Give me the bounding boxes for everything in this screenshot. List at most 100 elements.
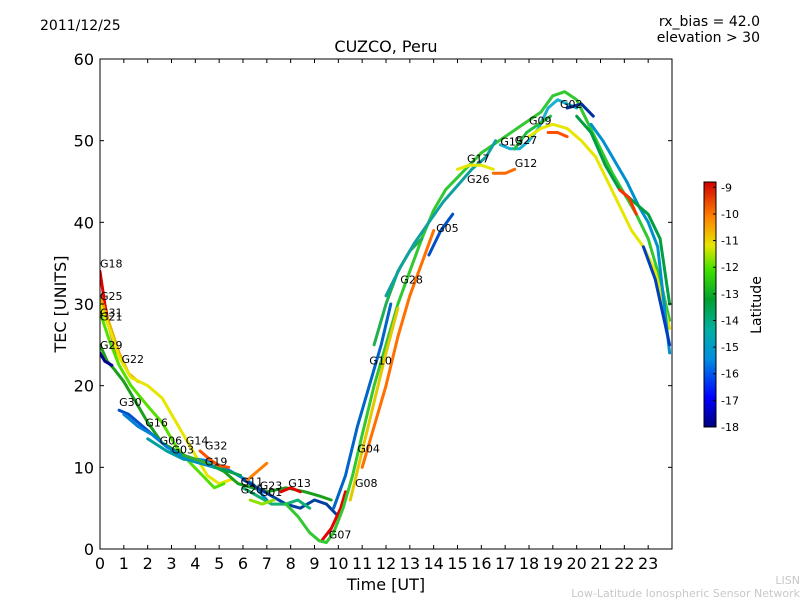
colorbar-tick-label: -15 <box>721 341 739 354</box>
x-tick-label: 1 <box>119 554 129 573</box>
colorbar-ticks: -9 -10 -11 -12 -13 -14 -15 -16 -17 -18 <box>713 181 739 434</box>
y-tick-label: 0 <box>84 540 94 559</box>
y-tick-label: 50 <box>74 132 94 151</box>
footer: LISN Low-Latitude Ionospheric Sensor Net… <box>571 574 800 600</box>
colorbar-tick-label: -12 <box>721 261 739 274</box>
y-tick-label: 20 <box>74 377 94 396</box>
series-line-g18e <box>618 188 638 216</box>
series-line-g11 <box>241 478 340 518</box>
rx-bias-label: rx_bias = 42.0 <box>658 14 760 30</box>
x-tick-label: 17 <box>495 554 515 573</box>
sat-label-g12: G12 <box>515 157 538 170</box>
colorbar-tick-label: -10 <box>721 208 739 221</box>
colorbar-tick-label: -17 <box>721 394 739 407</box>
y-tick-label: 30 <box>74 295 94 314</box>
series-line-g27 <box>513 114 552 151</box>
sat-label-g25: G25 <box>100 290 123 303</box>
series-line-g31 <box>100 302 233 486</box>
x-tick-label: 8 <box>286 554 296 573</box>
series-layer <box>100 90 672 544</box>
x-tick-label: 11 <box>352 554 372 573</box>
x-tick-label: 6 <box>238 554 248 573</box>
sat-label-g01: G01 <box>260 486 283 499</box>
series-line-g02b <box>589 122 672 355</box>
x-tick-label: 15 <box>447 554 467 573</box>
series-line-g19 <box>212 465 243 477</box>
series-line-g22 <box>100 351 114 367</box>
x-tick-label: 18 <box>519 554 539 573</box>
x-axis-label: Time [UT] <box>346 575 425 594</box>
series-line-g05b <box>427 212 455 257</box>
footer-org-long: Low-Latitude Ionospheric Sensor Network <box>571 587 800 600</box>
x-tick-label: 22 <box>614 554 634 573</box>
footer-org-short: LISN <box>775 574 800 587</box>
sat-label-g19: G19 <box>205 456 228 469</box>
colorbar: -9 -10 -11 -12 -13 -14 -15 -16 -17 -18 Latitude <box>703 181 765 434</box>
series-line-g06e <box>641 245 672 347</box>
series-line-g13 <box>279 486 302 494</box>
series-line-g21 <box>100 310 226 490</box>
series-line-g32 <box>198 449 231 469</box>
x-tick-label: 20 <box>566 554 586 573</box>
x-tick-label: 21 <box>590 554 610 573</box>
colorbar-tick-label: -14 <box>721 314 739 327</box>
sat-label-g16: G16 <box>145 417 168 430</box>
x-tick-label: 13 <box>400 554 420 573</box>
x-tick-label: 3 <box>166 554 176 573</box>
sat-label-g07: G07 <box>329 528 352 541</box>
x-tick-label: 19 <box>543 554 563 573</box>
series-line-g14 <box>181 453 209 465</box>
sat-label-g29: G29 <box>100 339 123 352</box>
x-tick-label: 12 <box>376 554 396 573</box>
sat-label-g27: G27 <box>515 134 538 147</box>
y-axis: 0 10 20 30 40 50 60 <box>74 50 672 559</box>
sat-label-g30: G30 <box>119 396 142 409</box>
sat-label-g17: G17 <box>467 153 490 166</box>
sat-label-g04: G04 <box>357 443 380 456</box>
sat-label-g11: G11 <box>241 475 264 488</box>
x-tick-label: 23 <box>638 554 658 573</box>
sat-label-g28: G28 <box>400 274 423 287</box>
sat-label-g10: G10 <box>369 354 392 367</box>
x-tick-label: 7 <box>262 554 272 573</box>
x-tick-label: 4 <box>190 554 200 573</box>
y-tick-label: 10 <box>74 458 94 477</box>
colorbar-tick-label: -18 <box>721 421 739 434</box>
sat-label-g09: G09 <box>529 114 552 127</box>
x-tick-label: 2 <box>143 554 153 573</box>
series-line-g01 <box>248 498 276 506</box>
x-tick-label: 5 <box>214 554 224 573</box>
sat-label-g18: G18 <box>100 257 123 270</box>
sat-label-g02: G02 <box>560 98 583 111</box>
series-line-g08 <box>360 229 436 469</box>
series-line-g10 <box>332 302 393 510</box>
series-line-g07 <box>320 490 347 543</box>
sat-label-g22: G22 <box>122 353 145 366</box>
series-line-g23 <box>246 461 269 482</box>
date-label: 2011/12/25 <box>40 18 121 34</box>
sat-label-g15: G15 <box>500 136 523 149</box>
series-line-g26 <box>384 139 498 298</box>
series-line-g12 <box>491 167 517 175</box>
chart-title: CUZCO, Peru <box>334 37 437 56</box>
sat-label-g23: G23 <box>260 479 283 492</box>
series-line-g04 <box>348 306 400 502</box>
sat-label-g20: G20 <box>241 484 264 497</box>
colorbar-tick-label: -11 <box>721 235 739 248</box>
sat-label-g32: G32 <box>205 439 228 452</box>
y-axis-label: TEC [UNITS] <box>51 256 70 354</box>
colorbar-tick-label: -9 <box>721 181 732 194</box>
x-tick-label: 10 <box>328 554 348 573</box>
series-line-g03 <box>170 449 216 469</box>
x-tick-label: 16 <box>471 554 491 573</box>
sat-label-g21: G21 <box>100 310 123 323</box>
colorbar-tick-label: -16 <box>721 368 739 381</box>
x-tick-label: 14 <box>423 554 443 573</box>
y-tick-label: 60 <box>74 50 94 69</box>
sat-label-g26: G26 <box>467 173 490 186</box>
sat-label-g06: G06 <box>160 435 183 448</box>
colorbar-label: Latitude <box>749 276 765 334</box>
elevation-label: elevation > 30 <box>656 30 760 46</box>
